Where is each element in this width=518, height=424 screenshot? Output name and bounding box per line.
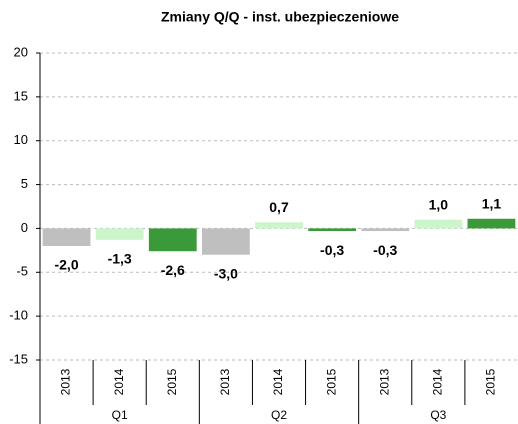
group-label: Q3 <box>430 408 446 422</box>
bar <box>95 228 144 240</box>
y-tick-label: -5 <box>16 264 28 279</box>
y-tick-label: -10 <box>9 308 28 323</box>
x-tick-label: 2015 <box>324 368 338 395</box>
bar <box>201 228 250 255</box>
y-tick-label: 10 <box>14 132 28 147</box>
y-tick-label: 20 <box>14 44 28 59</box>
y-tick-label: 15 <box>14 88 28 103</box>
x-tick-label: 2014 <box>112 368 126 395</box>
x-tick-label: 2015 <box>165 368 179 395</box>
chart-title: Zmiany Q/Q - inst. ubezpieczeniowe <box>161 9 399 25</box>
data-label: -2,0 <box>54 257 78 273</box>
data-label: -0,3 <box>320 242 344 258</box>
bar <box>148 228 197 252</box>
x-tick-label: 2014 <box>271 368 285 395</box>
bar <box>42 228 91 246</box>
bar <box>308 228 357 232</box>
x-tick-label: 2014 <box>431 368 445 395</box>
x-tick-label: 2013 <box>218 368 232 395</box>
bar <box>467 218 516 229</box>
y-tick-label: 5 <box>21 176 28 191</box>
bar <box>414 219 463 229</box>
data-label: -0,3 <box>373 242 397 258</box>
group-label: Q2 <box>271 408 287 422</box>
x-tick-label: 2013 <box>377 368 391 395</box>
group-label: Q1 <box>112 408 128 422</box>
y-tick-label: 0 <box>21 220 28 235</box>
y-tick-label: -15 <box>9 351 28 366</box>
data-label: -2,6 <box>161 262 185 278</box>
x-tick-label: 2013 <box>59 368 73 395</box>
data-label: 1,0 <box>429 196 449 212</box>
data-label: 1,1 <box>482 195 502 211</box>
data-label: 0,7 <box>269 199 289 215</box>
bar <box>361 228 410 232</box>
x-tick-label: 2015 <box>484 368 498 395</box>
data-label: -1,3 <box>108 251 132 267</box>
data-label: -3,0 <box>214 265 238 281</box>
bar <box>255 222 303 229</box>
